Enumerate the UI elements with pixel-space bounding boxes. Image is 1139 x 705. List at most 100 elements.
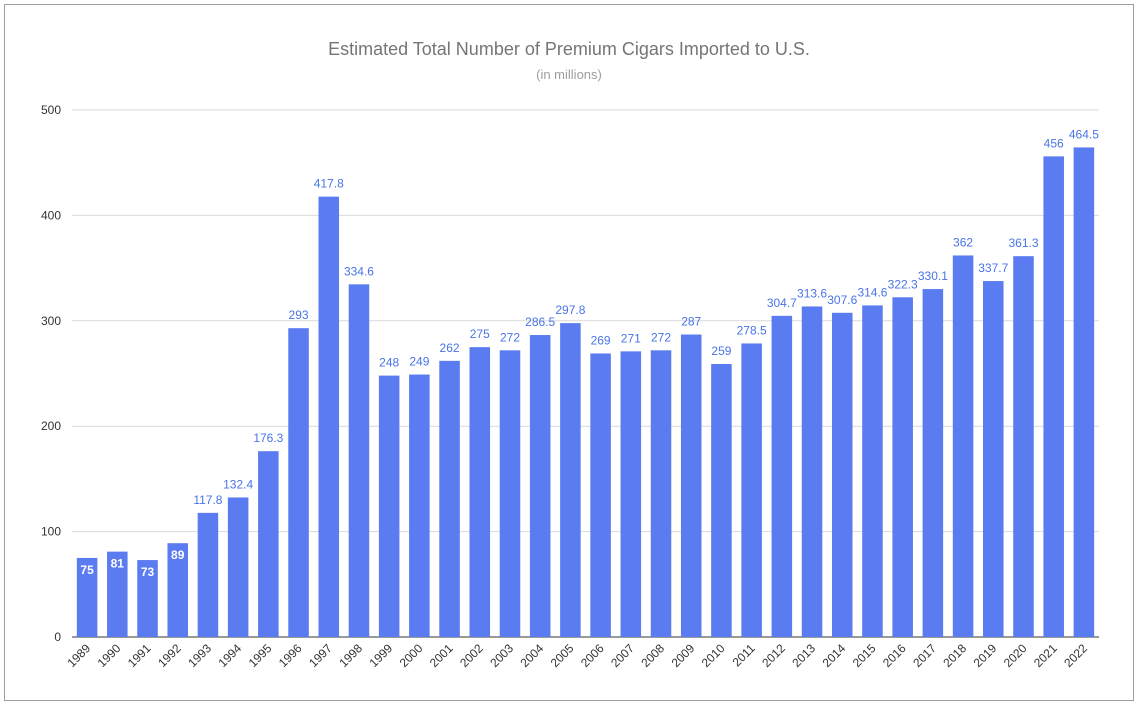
data-label-2012: 304.7 <box>767 296 797 310</box>
y-tick-label: 100 <box>41 525 61 539</box>
bar-2002 <box>469 347 491 637</box>
data-label-1993: 117.8 <box>193 493 222 507</box>
x-axis: 1989 1990 1991 1992 1993 1994 1995 1996 1997 1998… <box>64 641 1090 670</box>
bar-2022 <box>1073 147 1095 638</box>
data-label-2000: 249 <box>409 355 429 369</box>
bar-1995 <box>258 451 279 637</box>
bar-1989 <box>76 557 98 637</box>
data-label-2007: 271 <box>621 331 641 345</box>
data-label-2018: 362 <box>953 235 973 249</box>
data-label-1999: 248 <box>379 356 399 370</box>
bar-2008 <box>650 350 672 637</box>
bar-2004 <box>529 335 551 637</box>
x-tick-label-2003: 2003 <box>487 641 516 670</box>
bar-2003 <box>499 350 521 637</box>
gridlines <box>72 109 1099 638</box>
bar-1991 <box>137 560 158 637</box>
bar-2018 <box>952 255 974 637</box>
data-label-2004: 286.5 <box>525 315 555 329</box>
bar-2015 <box>862 305 883 637</box>
data-label-2002: 275 <box>470 327 490 341</box>
bar-2012 <box>771 315 793 637</box>
x-tick-label-2000: 2000 <box>397 641 426 670</box>
bar-2019 <box>983 281 1004 637</box>
x-tick-label-1993: 1993 <box>185 641 214 670</box>
x-tick-label-2012: 2012 <box>759 641 788 670</box>
data-label-1994: 132.4 <box>223 477 253 491</box>
data-label-2013: 313.6 <box>797 286 827 300</box>
bar-2020 <box>1013 256 1034 637</box>
bar-1998 <box>348 284 370 637</box>
x-tick-label-1997: 1997 <box>306 641 335 670</box>
x-tick-label-1998: 1998 <box>336 641 365 670</box>
bars <box>76 147 1095 638</box>
bar-2005 <box>560 323 581 637</box>
data-label-2017: 330.1 <box>918 269 948 283</box>
x-tick-label-1999: 1999 <box>367 641 396 670</box>
data-label-2022: 464.5 <box>1069 127 1099 141</box>
chart-subtitle: (in millions) <box>536 67 602 82</box>
x-tick-label-1996: 1996 <box>276 641 305 670</box>
x-tick-label-2014: 2014 <box>820 641 849 670</box>
x-tick-label-1994: 1994 <box>215 641 244 670</box>
data-label-2001: 262 <box>440 341 460 355</box>
x-tick-label-2022: 2022 <box>1061 641 1090 670</box>
data-label-1995: 176.3 <box>253 431 283 445</box>
x-tick-label-2019: 2019 <box>971 641 1000 670</box>
data-label-1998: 334.6 <box>344 264 374 278</box>
data-label-1997: 417.8 <box>314 177 344 191</box>
x-tick-label-2004: 2004 <box>518 641 547 670</box>
bar-1996 <box>288 328 309 637</box>
data-label-1990: 81 <box>111 557 125 571</box>
bar-1993 <box>197 512 219 637</box>
data-label-2014: 307.6 <box>827 293 857 307</box>
bar-2011 <box>741 343 762 637</box>
x-tick-label-2015: 2015 <box>850 641 879 670</box>
x-tick-label-1990: 1990 <box>95 641 124 670</box>
bar-2009 <box>680 334 702 637</box>
x-tick-label-2005: 2005 <box>548 641 577 670</box>
x-tick-label-1989: 1989 <box>64 641 93 670</box>
x-tick-label-2021: 2021 <box>1031 641 1060 670</box>
data-label-2003: 272 <box>500 330 520 344</box>
x-tick-label-2008: 2008 <box>638 641 667 670</box>
x-tick-label-2010: 2010 <box>699 641 728 670</box>
bar-2014 <box>831 312 853 637</box>
data-label-2009: 287 <box>681 315 701 329</box>
bar-1992 <box>167 543 188 637</box>
data-label-2008: 272 <box>651 330 671 344</box>
bar-2016 <box>892 297 913 637</box>
y-tick-label: 500 <box>41 103 61 117</box>
x-tick-label-1992: 1992 <box>155 641 184 670</box>
x-tick-label-2016: 2016 <box>880 641 909 670</box>
bar-1997 <box>318 196 340 637</box>
chart-title: Estimated Total Number of Premium Cigars… <box>328 39 810 59</box>
bar-2021 <box>1043 156 1064 637</box>
data-label-1992: 89 <box>171 548 185 562</box>
data-label-2006: 269 <box>591 333 611 347</box>
data-label-2019: 337.7 <box>978 261 1008 275</box>
y-tick-label: 300 <box>41 314 61 328</box>
bar-2007 <box>620 351 642 637</box>
bar-2013 <box>801 306 823 637</box>
data-label-1996: 293 <box>289 308 309 322</box>
x-tick-label-2002: 2002 <box>457 641 486 670</box>
y-tick-label: 400 <box>41 208 61 222</box>
x-tick-label-2020: 2020 <box>1001 641 1030 670</box>
data-label-2020: 361.3 <box>1008 236 1038 250</box>
y-tick-label: 0 <box>54 630 61 644</box>
bar-1994 <box>227 497 249 637</box>
x-tick-label-2013: 2013 <box>789 641 818 670</box>
y-axis: 0 100 200 300 400 500 <box>41 103 61 644</box>
x-tick-label-2001: 2001 <box>427 641 456 670</box>
x-tick-label-1991: 1991 <box>125 641 154 670</box>
x-tick-label-2011: 2011 <box>730 641 758 669</box>
bar-2006 <box>590 353 611 637</box>
data-label-2005: 297.8 <box>555 303 585 317</box>
bar-2000 <box>409 374 430 637</box>
x-tick-label-2017: 2017 <box>910 641 939 670</box>
x-tick-label-2009: 2009 <box>669 641 698 670</box>
data-label-1991: 73 <box>141 565 155 579</box>
